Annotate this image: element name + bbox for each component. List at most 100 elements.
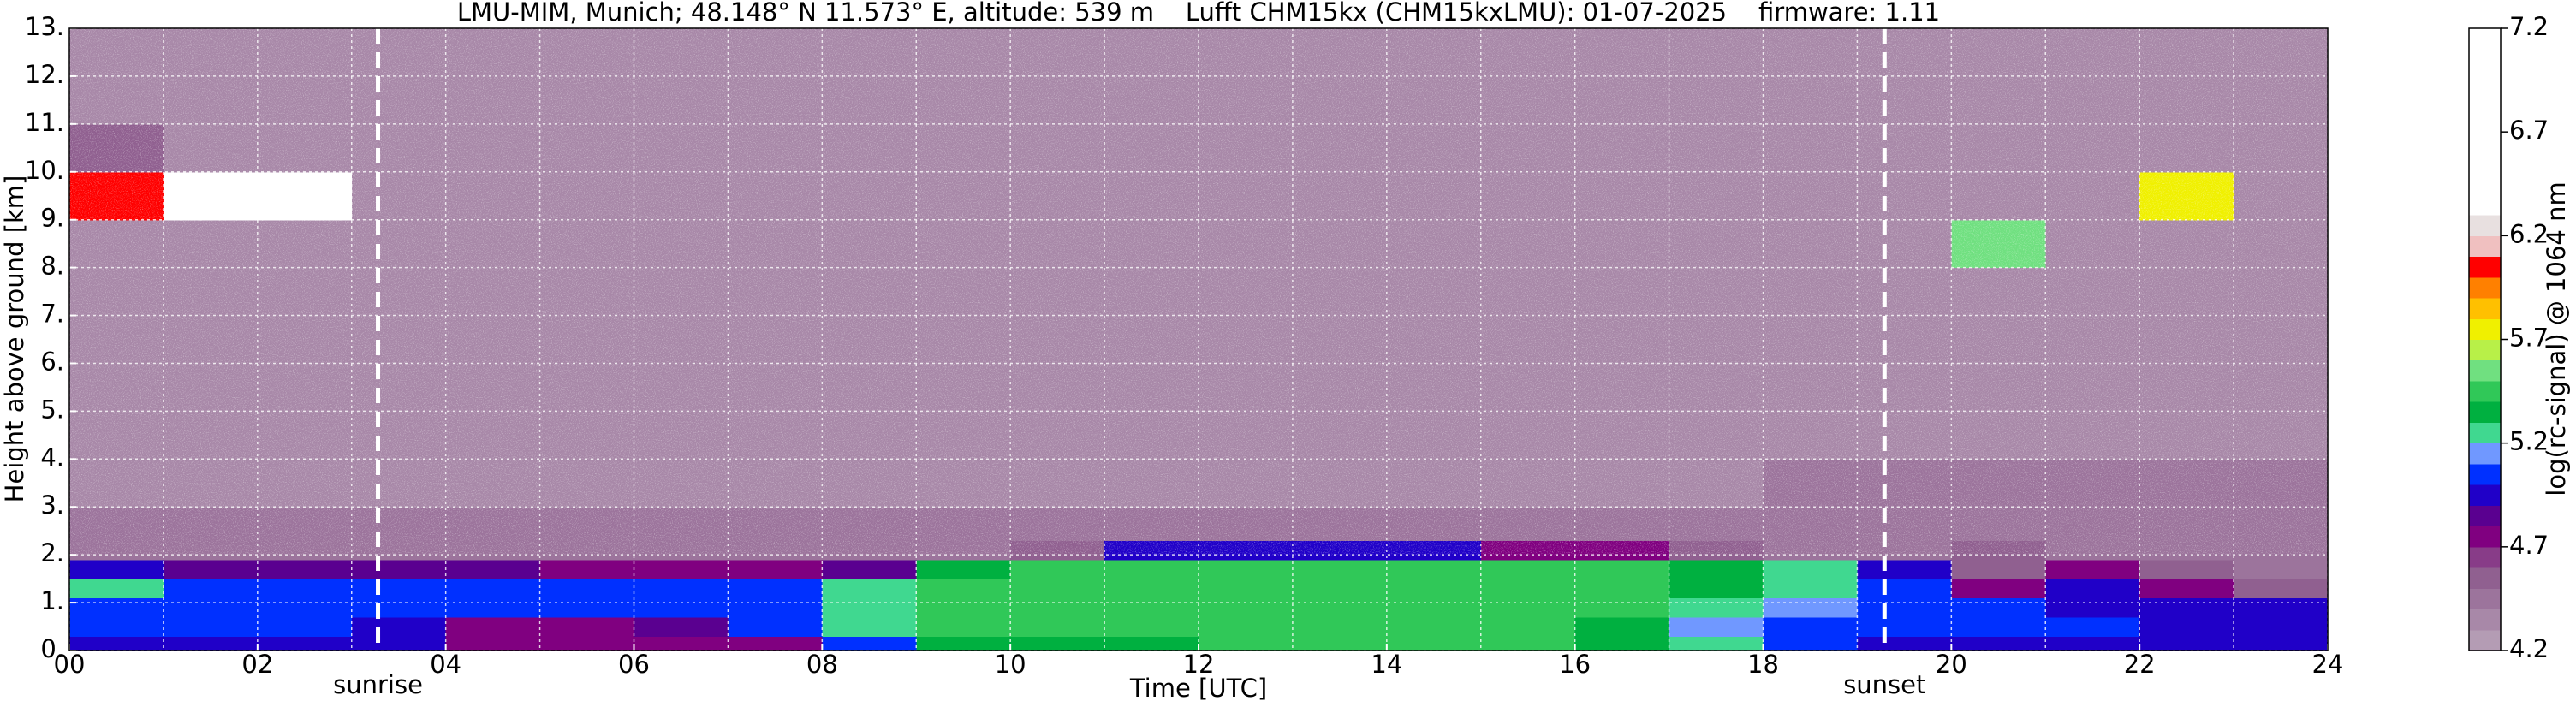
heatmap-cell xyxy=(351,559,447,579)
heatmap-cell xyxy=(916,597,1011,618)
colorbar-swatch xyxy=(2469,546,2501,568)
x-tick-label: 24 xyxy=(2312,650,2344,679)
heatmap-cell xyxy=(728,559,823,579)
colorbar-swatch xyxy=(2469,49,2501,70)
heatmap-cell xyxy=(2045,597,2140,618)
colorbar-tick-label: 4.2 xyxy=(2509,634,2549,663)
heatmap-cell xyxy=(1669,579,1764,599)
heatmap-cell xyxy=(2139,559,2234,579)
colorbar-tick-label: 5.2 xyxy=(2509,427,2549,456)
x-tick-label: 10 xyxy=(995,650,1026,679)
heatmap-cell xyxy=(2045,636,2140,651)
x-tick-label: 00 xyxy=(54,650,86,679)
heatmap-cell xyxy=(1292,636,1388,651)
colorbar-swatch xyxy=(2469,132,2501,153)
x-tick-label: 12 xyxy=(1183,650,1215,679)
heatmap-cell xyxy=(539,579,635,599)
colorbar-swatch xyxy=(2469,69,2501,92)
heatmap-cell xyxy=(1669,616,1764,637)
y-tick-label: 11. xyxy=(25,108,64,137)
heatmap-cell xyxy=(634,597,729,618)
y-tick-label: 8. xyxy=(40,252,64,281)
colorbar-swatch xyxy=(2469,609,2501,631)
heatmap-cell xyxy=(1199,559,1294,579)
x-tick-label: 02 xyxy=(241,650,273,679)
heatmap-cell xyxy=(69,597,164,618)
heatmap-cell xyxy=(2234,616,2329,637)
colorbar-swatch xyxy=(2469,173,2501,195)
heatmap-cell xyxy=(916,616,1011,637)
heatmap-cell xyxy=(1574,616,1670,637)
heatmap-cell xyxy=(822,559,917,579)
heatmap-cell xyxy=(539,616,635,637)
heatmap-cell xyxy=(1480,559,1576,579)
colorbar-swatch xyxy=(2469,235,2501,258)
heatmap-cell xyxy=(1104,559,1199,579)
heatmap-cell xyxy=(1763,597,1859,618)
heatmap-cell xyxy=(1010,559,1105,579)
heatmap-cell xyxy=(1763,559,1859,579)
heatmap-cell xyxy=(728,579,823,599)
heatmap-cell xyxy=(257,636,353,651)
colorbar-swatch xyxy=(2469,256,2501,278)
heatmap-cell xyxy=(1669,597,1764,618)
y-axis-label: Height above ground [km] xyxy=(0,175,29,503)
heatmap-cell xyxy=(1104,616,1199,637)
heatmap-cell xyxy=(1480,597,1576,618)
heatmap-cell xyxy=(539,559,635,579)
heatmap-cell xyxy=(1292,559,1388,579)
heatmap-cell xyxy=(2234,636,2329,651)
heatmap-cell xyxy=(69,616,164,637)
heatmap-cell xyxy=(257,616,353,637)
chart-title: LMU-MIM, Munich; 48.148° N 11.573° E, al… xyxy=(457,0,1940,27)
heatmap-cell xyxy=(1386,636,1482,651)
heatmap-cell xyxy=(1857,616,1952,637)
heatmap-cell xyxy=(1574,597,1670,618)
heatmap-cell xyxy=(1104,579,1199,599)
heatmap-cell xyxy=(257,579,353,599)
x-axis-label: Time [UTC] xyxy=(1129,674,1267,703)
heatmap-cell xyxy=(257,559,353,579)
colorbar-swatch xyxy=(2469,276,2501,299)
heatmap-cell xyxy=(2139,579,2234,599)
colorbar-swatch xyxy=(2469,401,2501,423)
heatmap-cell xyxy=(1104,636,1199,651)
colorbar-swatch xyxy=(2469,443,2501,465)
colorbar-swatch xyxy=(2469,484,2501,506)
colorbar-swatch xyxy=(2469,422,2501,444)
x-tick-label: 20 xyxy=(1936,650,1967,679)
heatmap-cell xyxy=(1574,559,1670,579)
colorbar-swatch xyxy=(2469,505,2501,527)
heatmap-cell xyxy=(2234,579,2329,599)
heatmap-cell xyxy=(2234,597,2329,618)
heatmap-cell xyxy=(728,597,823,618)
heatmap-cell xyxy=(163,597,259,618)
heatmap-cell xyxy=(1199,597,1294,618)
heatmap-cell xyxy=(916,559,1011,579)
heatmap-cell xyxy=(1010,579,1105,599)
y-tick-label: 9. xyxy=(40,204,64,233)
heatmap-cell xyxy=(445,559,541,579)
heatmap-cell xyxy=(1292,616,1388,637)
heatmap-cell xyxy=(539,636,635,651)
heatmap-cell xyxy=(634,559,729,579)
heatmap-cell xyxy=(1951,616,2046,637)
heatmap-cell xyxy=(916,636,1011,651)
colorbar-swatch xyxy=(2469,588,2501,610)
heatmap-cell xyxy=(1763,579,1859,599)
heatmap-cell xyxy=(634,616,729,637)
heatmap-cell xyxy=(822,579,917,599)
heatmap-cell xyxy=(69,579,164,599)
colorbar-swatch xyxy=(2469,215,2501,236)
heatmap-cell xyxy=(2234,559,2329,579)
colorbar-swatch xyxy=(2469,359,2501,382)
annotation-label: sunrise xyxy=(333,670,423,699)
heatmap-cell xyxy=(634,636,729,651)
heatmap-cell xyxy=(1480,579,1576,599)
heatmap-cell xyxy=(1010,636,1105,651)
colorbar-label: log(rc-signal) @ 1064 nm xyxy=(2542,181,2571,496)
y-tick-label: 3. xyxy=(40,490,64,520)
heatmap-cell xyxy=(1386,559,1482,579)
